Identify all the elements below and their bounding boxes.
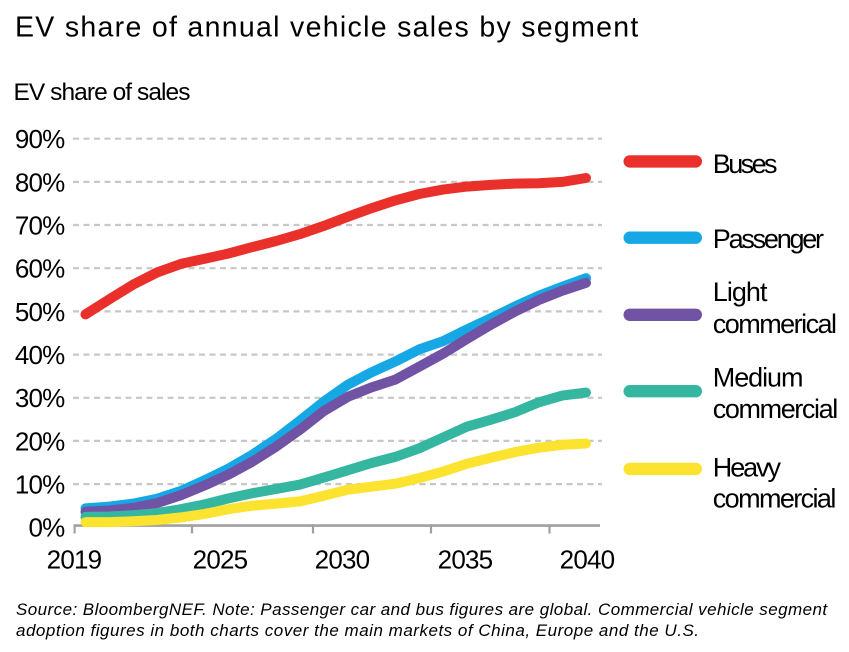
svg-text:Passenger: Passenger: [713, 224, 824, 254]
svg-text:EV share of annual vehicle sal: EV share of annual vehicle sales by segm…: [15, 12, 640, 44]
svg-text:10%: 10%: [15, 470, 65, 500]
svg-text:90%: 90%: [15, 124, 65, 154]
svg-text:2040: 2040: [560, 545, 615, 575]
svg-text:40%: 40%: [15, 340, 65, 370]
svg-text:Heavy: Heavy: [713, 453, 782, 483]
svg-text:Light: Light: [713, 277, 768, 307]
svg-text:20%: 20%: [15, 426, 65, 456]
svg-text:2025: 2025: [193, 545, 248, 575]
svg-text:2030: 2030: [315, 545, 370, 575]
svg-text:commercial: commercial: [713, 484, 836, 514]
svg-text:30%: 30%: [15, 383, 65, 413]
svg-text:70%: 70%: [15, 210, 65, 240]
svg-text:80%: 80%: [15, 167, 65, 197]
svg-text:adoption figures in both chart: adoption figures in both charts cover th…: [16, 621, 700, 640]
svg-text:60%: 60%: [15, 254, 65, 284]
svg-text:EV share of sales: EV share of sales: [14, 79, 191, 106]
svg-text:commercial: commercial: [713, 394, 837, 424]
svg-text:0%: 0%: [29, 513, 66, 543]
svg-text:2035: 2035: [438, 545, 493, 575]
svg-text:50%: 50%: [15, 297, 65, 327]
svg-text:2019: 2019: [47, 545, 102, 575]
svg-text:Source: BloombergNEF. Note: Pa: Source: BloombergNEF. Note: Passenger ca…: [16, 600, 828, 619]
svg-text:commerical: commerical: [713, 309, 836, 339]
svg-text:Buses: Buses: [713, 149, 777, 179]
svg-text:Medium: Medium: [713, 362, 803, 392]
